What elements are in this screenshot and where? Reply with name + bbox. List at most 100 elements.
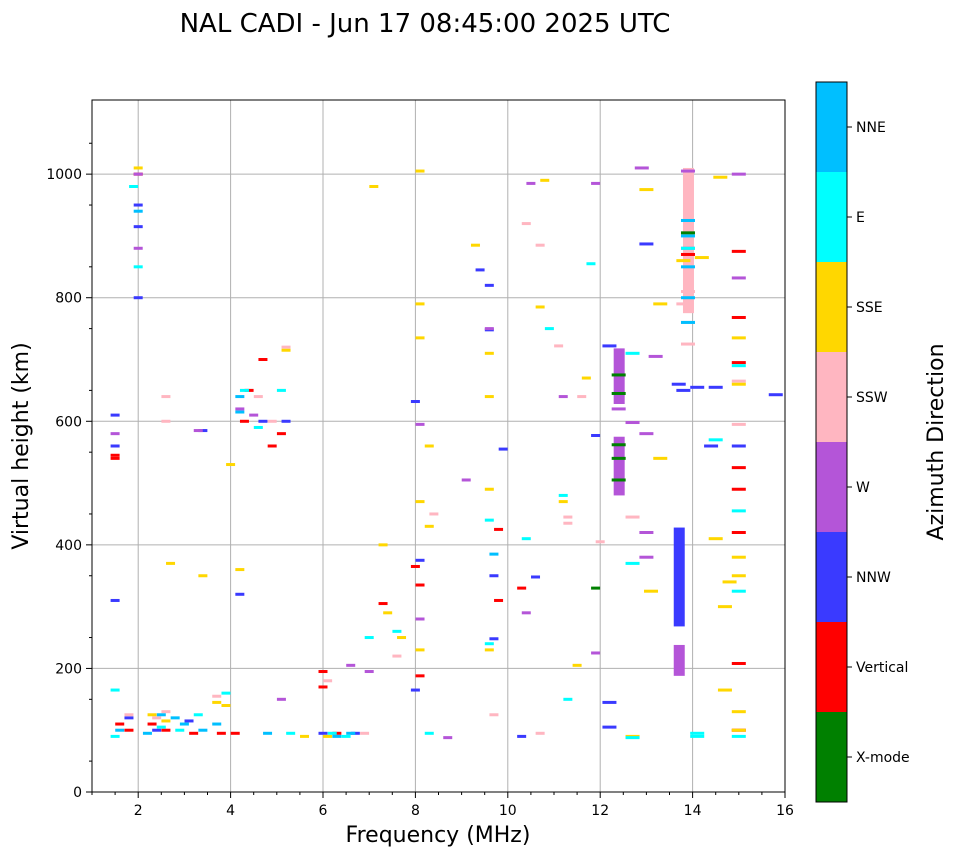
point-ssw [267, 419, 277, 423]
point-vertical [410, 564, 420, 568]
y-tick-label: 600 [55, 414, 82, 430]
point-e [239, 388, 249, 392]
y-axis-label: Virtual height (km) [9, 342, 34, 549]
point-ssw [521, 222, 531, 226]
point-e [625, 351, 640, 355]
x-tick-label: 10 [499, 803, 517, 819]
point-sse [722, 580, 737, 584]
point-w [133, 172, 143, 176]
y-tick-label: 0 [73, 785, 82, 801]
point-vertical [332, 731, 342, 735]
x-tick-label: 12 [591, 803, 609, 819]
point-e [129, 185, 139, 188]
point-vertical [731, 661, 746, 665]
point-sse [731, 336, 746, 340]
point-w [443, 736, 453, 740]
point-w [276, 697, 286, 701]
y-tick-label: 800 [55, 291, 82, 307]
point-ssw [323, 679, 333, 683]
point-ssw [563, 521, 573, 525]
point-sse [226, 463, 236, 467]
point-vertical [110, 453, 120, 457]
point-w [521, 611, 531, 615]
point-sse [300, 734, 310, 738]
point-nnw [676, 388, 691, 392]
point-vertical [731, 487, 746, 491]
point-sse [731, 728, 746, 732]
point-sse [198, 574, 208, 578]
point-nnw [198, 429, 208, 433]
point-sse [369, 185, 379, 188]
point-nnw [489, 637, 499, 641]
colorbar-segment [816, 262, 847, 352]
point-ssw [161, 710, 171, 714]
point-ssw [680, 342, 695, 346]
point-w [346, 663, 356, 667]
point-x-mode [611, 373, 626, 377]
point-sse [415, 336, 425, 340]
point-e [424, 731, 434, 735]
point-nnw [708, 385, 723, 389]
point-sse [221, 704, 231, 707]
point-nnw [410, 400, 420, 404]
point-vertical [244, 388, 254, 392]
x-axis-ticks: 2 4 6 8 10 12 14 16 [91, 792, 794, 819]
point-sse [639, 188, 654, 192]
point-vertical [258, 358, 268, 361]
point-w [731, 276, 746, 280]
point-nne [212, 722, 222, 726]
point-nne [198, 728, 208, 732]
point-vertical [731, 249, 746, 253]
point-vertical [494, 598, 504, 602]
point-nnw [124, 716, 134, 720]
colorbar-tick-label: SSE [856, 300, 883, 316]
point-nnw [133, 225, 143, 229]
point-nne [332, 734, 342, 738]
colorbar: X-mode Vertical NNW W SSW SSE E NNE [815, 81, 910, 803]
point-ssw [152, 716, 162, 720]
point-w [110, 432, 120, 436]
point-e [175, 728, 185, 732]
point-sse [708, 537, 723, 541]
point-sse [581, 376, 591, 380]
colorbar-tick-label: NNW [856, 570, 891, 586]
x-tick-label: 2 [134, 803, 143, 819]
point-e [133, 265, 143, 269]
chart-title: NAL CADI - Jun 17 08:45:00 2025 UTC [180, 9, 671, 39]
point-nnw [602, 725, 617, 729]
point-nnw [731, 444, 746, 448]
point-ssw [429, 512, 439, 516]
y-tick-label: 400 [55, 538, 82, 554]
point-nnw [133, 203, 143, 207]
colorbar-tick-label: SSW [856, 390, 888, 406]
point-e [563, 697, 573, 701]
point-nnw [318, 731, 328, 735]
point-sse [133, 166, 143, 170]
point-e [341, 734, 351, 738]
point-ssw [625, 515, 640, 519]
point-e [690, 734, 705, 738]
point-sse [644, 589, 659, 593]
band-ssw [682, 167, 694, 314]
point-sse [694, 256, 709, 260]
point-vertical [731, 361, 746, 365]
point-sse [731, 574, 746, 578]
point-nne [263, 731, 273, 735]
point-vertical [680, 252, 695, 256]
point-e [625, 736, 640, 740]
point-e [586, 262, 596, 266]
point-sse [397, 636, 407, 640]
point-x-mode [611, 391, 626, 395]
point-nnw [489, 574, 499, 578]
point-e [221, 691, 231, 695]
point-w [193, 429, 203, 433]
point-ssw [731, 422, 746, 426]
x-tick-label: 16 [776, 803, 794, 819]
colorbar-label: Azimuth Direction [924, 343, 949, 540]
point-nne [680, 234, 695, 238]
point-sse [424, 524, 434, 528]
point-vertical [267, 444, 277, 448]
point-nne [680, 320, 695, 324]
point-vertical [517, 586, 527, 590]
point-ssw [212, 694, 222, 698]
